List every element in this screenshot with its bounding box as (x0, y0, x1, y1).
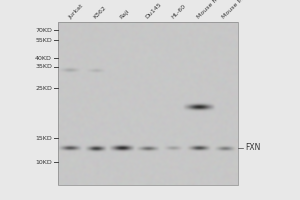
Text: Raji: Raji (119, 8, 130, 20)
Text: 55KD: 55KD (35, 38, 52, 43)
Bar (58, 22, 238, 185)
Text: Mouse heart: Mouse heart (196, 0, 227, 20)
Text: Jurkat: Jurkat (67, 3, 84, 20)
Text: FXN: FXN (245, 144, 260, 152)
Text: 40KD: 40KD (35, 55, 52, 60)
Text: K562: K562 (93, 5, 108, 20)
Text: 25KD: 25KD (35, 86, 52, 90)
Text: HL-60: HL-60 (170, 4, 187, 20)
Text: Mouse liver: Mouse liver (222, 0, 251, 20)
Text: 10KD: 10KD (35, 160, 52, 164)
Text: 70KD: 70KD (35, 27, 52, 32)
Text: 15KD: 15KD (35, 136, 52, 140)
Text: 35KD: 35KD (35, 64, 52, 70)
Text: Du145: Du145 (145, 2, 163, 20)
